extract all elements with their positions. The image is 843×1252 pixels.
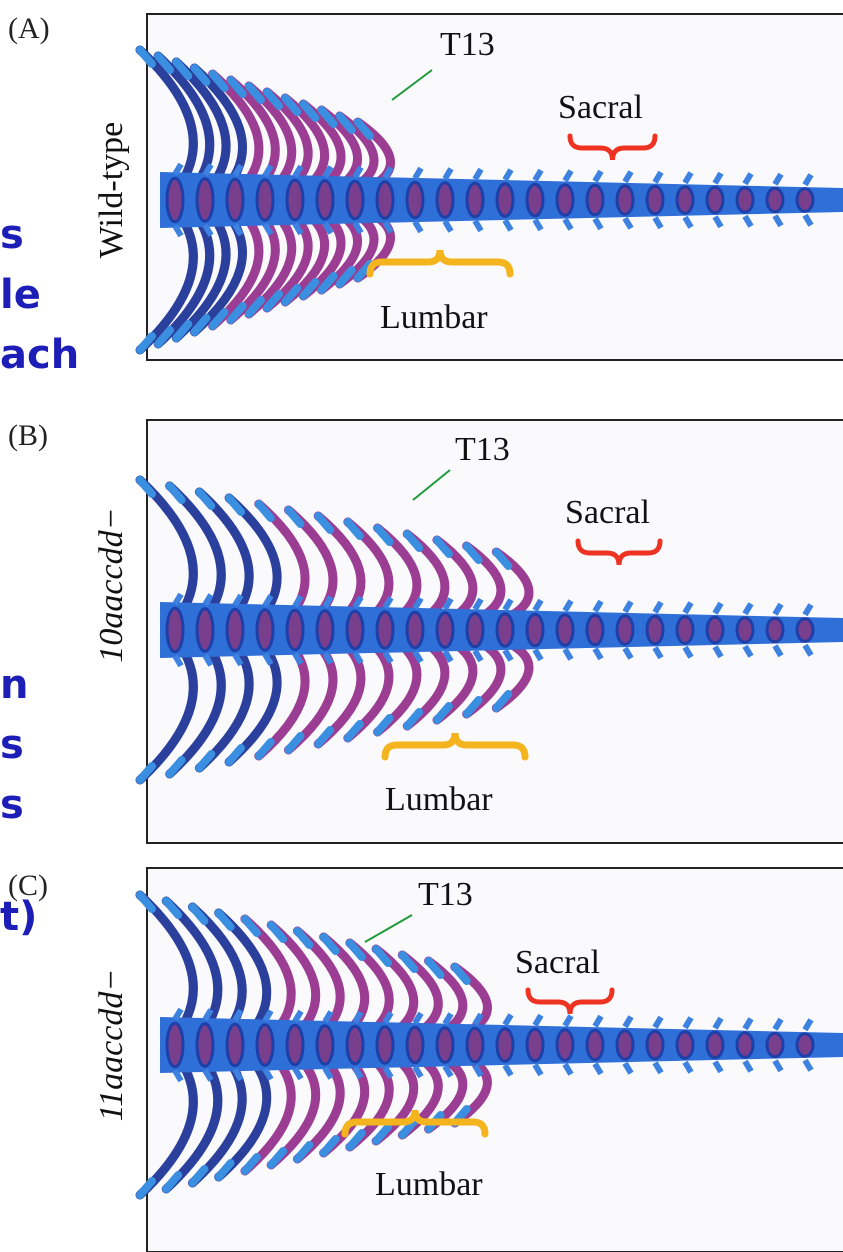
vertebra <box>677 617 693 644</box>
vertebra <box>347 181 363 219</box>
vertebra <box>167 1023 183 1067</box>
vertebra <box>407 612 423 648</box>
lumbar-label: Lumbar <box>385 781 493 818</box>
vertebra <box>617 616 633 645</box>
vertebra <box>767 1033 783 1057</box>
vertebra <box>497 614 513 647</box>
vertebra <box>737 188 753 213</box>
vertebra <box>317 1026 333 1065</box>
lumbar-label: Lumbar <box>380 299 488 336</box>
vertebra <box>797 619 813 642</box>
vertebra <box>617 1031 633 1060</box>
vertebra <box>737 1033 753 1058</box>
side-text: s <box>0 722 24 768</box>
panel-label: (B) <box>8 419 48 452</box>
vertebra <box>737 618 753 643</box>
vertebra <box>167 608 183 652</box>
vertebra <box>707 1032 723 1058</box>
vertebra <box>587 185 603 215</box>
vertebra <box>227 609 243 651</box>
vertebra <box>587 1030 603 1060</box>
vertebra <box>527 1029 543 1061</box>
vertebra <box>197 1024 213 1067</box>
sacral-label: Sacral <box>558 89 643 126</box>
vertebra <box>377 1027 393 1064</box>
vertebra <box>197 179 213 222</box>
t13-label: T13 <box>440 26 495 63</box>
vertebra <box>167 178 183 222</box>
vertebra <box>797 189 813 212</box>
t13-label: T13 <box>455 431 510 468</box>
vertebra <box>767 188 783 212</box>
side-text: ach <box>0 332 79 378</box>
vertebra <box>557 185 573 216</box>
side-text: s <box>0 212 24 258</box>
vertebra <box>467 183 483 217</box>
vertebra <box>497 184 513 217</box>
side-text: s <box>0 782 24 828</box>
panel-label: (A) <box>8 12 50 45</box>
vertebra <box>287 180 303 220</box>
vertebra <box>347 611 363 649</box>
t13-label: T13 <box>418 876 473 913</box>
genotype: 11aaccdd− <box>93 969 130 1122</box>
vertebra <box>527 184 543 216</box>
vertebra <box>407 182 423 218</box>
vertebra <box>557 615 573 646</box>
sacral-label: Sacral <box>515 944 600 981</box>
figure: sleachnsst)(A)Wild-typeT13SacralLumbar(B… <box>0 0 843 1252</box>
vertebra <box>257 180 273 221</box>
vertebra <box>467 613 483 647</box>
vertebra <box>227 1024 243 1066</box>
side-text: n <box>0 662 28 708</box>
vertebra <box>587 615 603 645</box>
vertebra <box>257 610 273 651</box>
sacral-label: Sacral <box>565 494 650 531</box>
side-text: le <box>0 272 41 318</box>
vertebra <box>347 1026 363 1064</box>
genotype: Wild-type <box>93 122 130 258</box>
vertebra <box>197 609 213 652</box>
vertebra <box>497 1029 513 1062</box>
vertebra <box>707 187 723 213</box>
vertebra <box>617 186 633 215</box>
vertebra <box>707 617 723 643</box>
panel-label: (C) <box>8 869 48 902</box>
vertebra <box>767 618 783 642</box>
vertebra <box>437 613 453 648</box>
vertebra <box>467 1028 483 1062</box>
vertebra <box>527 614 543 646</box>
vertebra <box>647 616 663 644</box>
vertebra <box>407 1027 423 1063</box>
vertebra <box>287 610 303 650</box>
vertebra <box>647 1031 663 1059</box>
vertebra <box>317 181 333 220</box>
vertebra <box>437 1028 453 1063</box>
vertebra <box>257 1025 273 1066</box>
vertebra <box>287 1025 303 1065</box>
vertebra <box>317 611 333 650</box>
vertebra <box>227 179 243 221</box>
vertebra <box>647 186 663 214</box>
vertebra <box>557 1030 573 1061</box>
vertebra <box>677 187 693 214</box>
vertebra <box>797 1034 813 1057</box>
lumbar-label: Lumbar <box>375 1166 483 1203</box>
vertebra <box>377 182 393 219</box>
vertebra <box>377 612 393 649</box>
vertebra <box>677 1032 693 1059</box>
genotype: 10aaccdd− <box>93 507 130 662</box>
vertebra <box>437 183 453 218</box>
